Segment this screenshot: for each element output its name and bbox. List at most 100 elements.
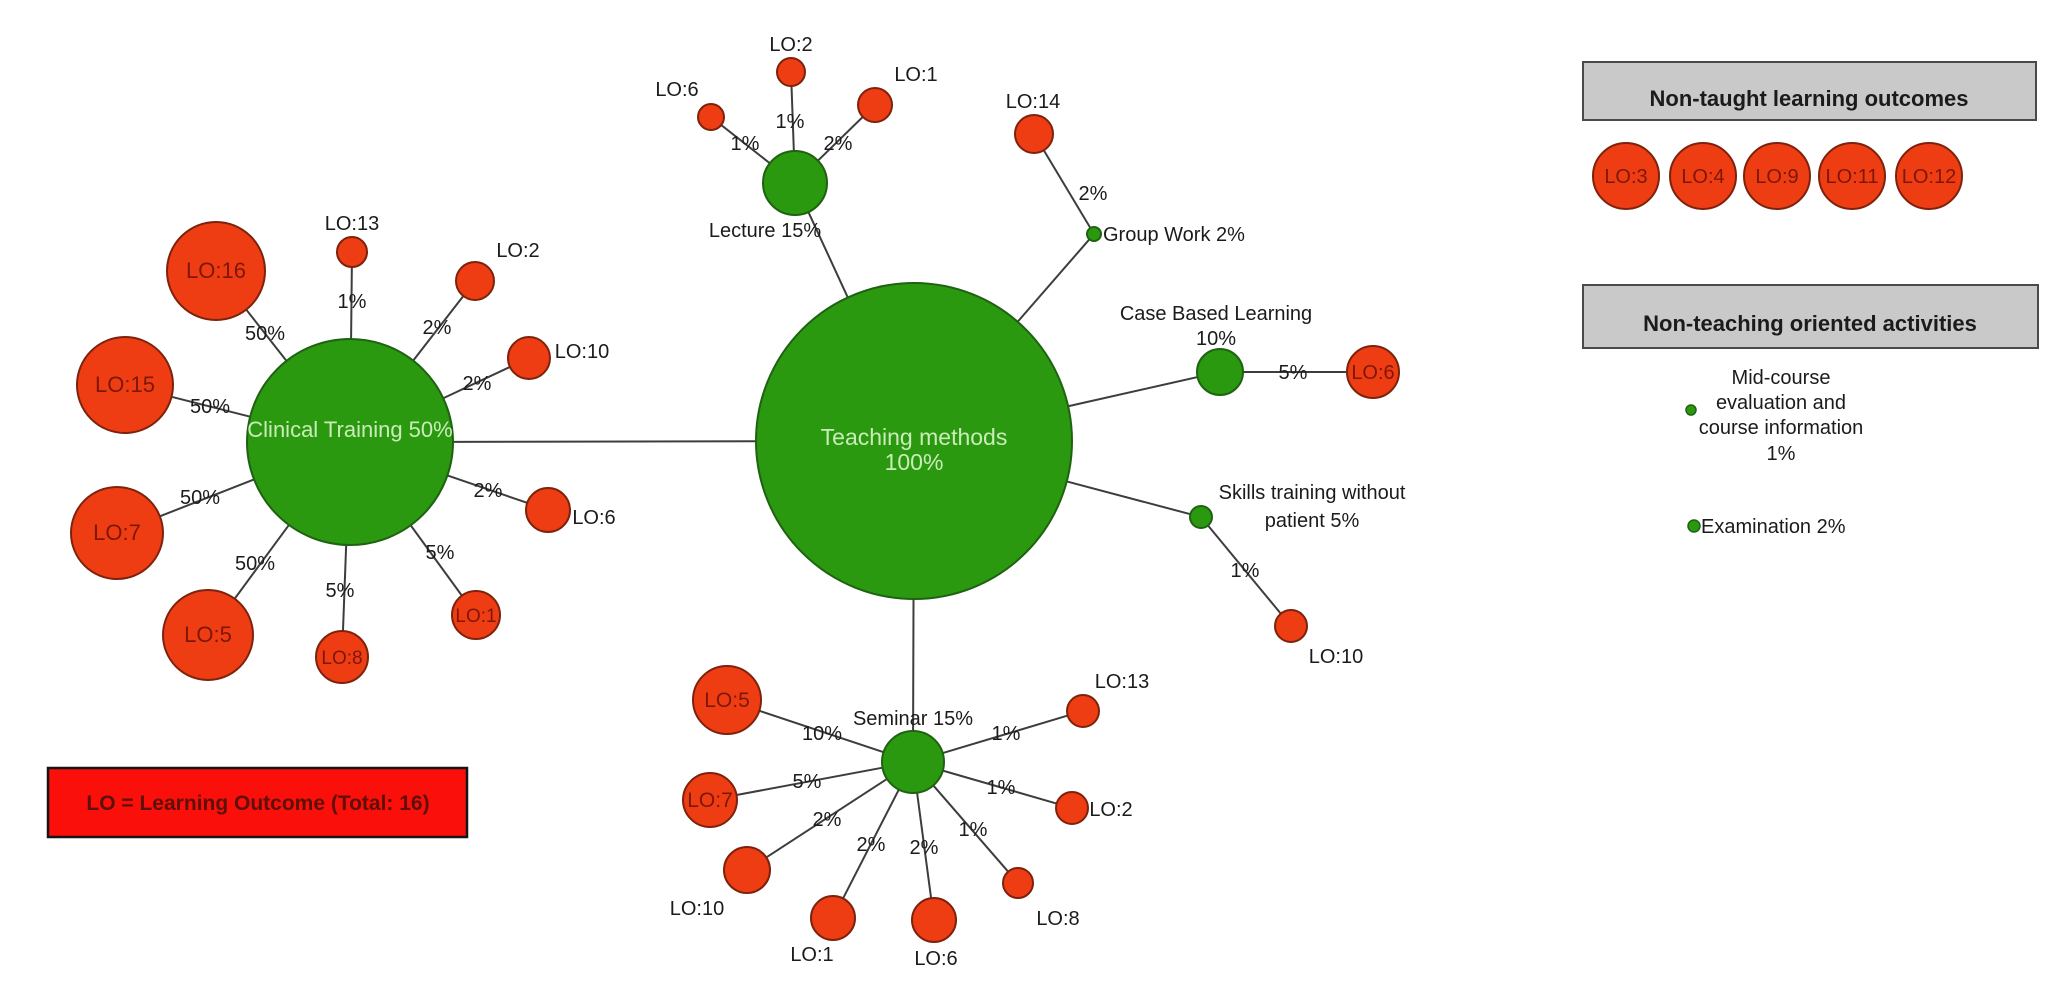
edge-label-seminar-lo13s: 1% [992,723,1021,745]
edge-label-lo14-gw_dot: 2% [1079,183,1108,205]
edge-teaching-lecture [807,211,849,298]
edge-label-seminar-lo10se: 2% [813,809,842,831]
edge-label-clinical-lo1c: 5% [426,542,455,564]
node-label-teaching-line1: Teaching methods [821,424,1008,450]
hub-circle-skills_dot [1189,505,1213,529]
edge-clinical-lo15 [171,395,251,418]
node-label-lo13c: LO:13 [325,213,379,235]
lo-circle-lo1c [451,590,501,640]
lo-circle-lo11 [1818,142,1886,210]
edge-clinical-lo8c [341,544,348,632]
node-label-seminar: Seminar 15% [853,708,973,730]
edge-lecture-lo6l [720,124,771,165]
annotation-text-midcourse-line2: evaluation and [1716,392,1846,414]
node-label-lo6l: LO:6 [655,79,698,101]
edge-teaching-gw_dot [1016,238,1091,323]
annotation-dot-midcourse [1685,404,1697,416]
node-label-clinical: Clinical Training 50% [247,417,452,442]
hub-circle-seminar [881,730,945,794]
node-label-lo1c: LO:1 [455,606,496,627]
lo-circle-lo3 [1592,142,1660,210]
panel-title-non-taught: Non-taught learning outcomes [1650,86,1969,111]
lo-circle-lo6cb [1346,345,1400,399]
node-label-cbl-line2: 10% [1196,328,1236,350]
edge-label-lecture-lo2l: 1% [776,111,805,133]
lo-circle-lo13s [1066,694,1100,728]
edge-clinical-teaching [452,440,757,443]
edge-teaching-skills_dot [1066,480,1191,516]
edge-lecture-lo1l [817,116,864,162]
node-label-lo10s: LO:10 [1309,646,1363,668]
edge-label-clinical-lo5c: 50% [235,553,275,575]
edge-clinical-lo16 [245,308,288,362]
edge-label-skills_dot-lo10s: 1% [1231,560,1260,582]
lo-circle-lo2l [776,57,806,87]
node-label-skills_dot-line2: patient 5% [1265,510,1360,532]
node-label-lo2s: LO:2 [1089,799,1132,821]
edge-seminar-lo6s [916,792,933,899]
lo-circle-lo5s [692,665,762,735]
hub-circle-lecture [762,150,828,216]
node-label-lo5s: LO:5 [704,689,750,712]
annotation-text-midcourse-line4: 1% [1767,443,1796,465]
edge-seminar-lo5s [758,709,884,754]
lo-circle-lo10s [1274,609,1308,643]
hub-circle-clinical [246,338,454,546]
node-label-lo12: LO:12 [1902,166,1956,188]
hub-circle-cbl [1196,348,1244,396]
panel-box-non-taught [1582,61,2037,121]
hub-circle-gw_dot [1086,226,1102,242]
edge-label-clinical-lo15: 50% [190,396,230,418]
edge-teaching-cbl [1067,376,1198,408]
edge-label-clinical-lo6c: 2% [474,480,503,502]
edge-label-seminar-lo8s: 1% [959,819,988,841]
edge-seminar-lo10se [765,778,888,859]
node-label-lo10se: LO:10 [670,898,724,920]
edge-clinical-lo2c [412,295,465,362]
edge-label-clinical-lo8c: 5% [326,580,355,602]
node-label-lo7c: LO:7 [93,520,141,545]
lo-circle-lo8s [1002,867,1034,899]
edge-label-seminar-lo7s: 5% [793,771,822,793]
node-label-lo6c: LO:6 [572,507,615,529]
node-label-lo14: LO:14 [1006,91,1060,113]
edge-label-seminar-lo5s: 10% [802,723,842,745]
node-label-lo7s: LO:7 [687,789,733,812]
edge-label-cbl-lo6cb: 5% [1279,362,1308,384]
lo-circle-lo10c [507,336,551,380]
edge-seminar-lo8s [932,784,1009,873]
annotation-text-midcourse-line1: Mid-course [1732,367,1831,389]
lo-circle-lo9 [1743,142,1811,210]
node-label-lo3: LO:3 [1604,166,1647,188]
lo-circle-lo4 [1669,142,1737,210]
edge-label-seminar-lo2s: 1% [987,777,1016,799]
edge-label-clinical-lo16: 50% [245,323,285,345]
edge-clinical-lo1c [409,524,463,597]
note-box-text: LO = Learning Outcome (Total: 16) [86,792,429,815]
hub-circle-teaching [755,282,1073,600]
node-label-lo2c: LO:2 [496,240,539,262]
edge-clinical-lo5c [233,524,290,600]
edge-label-lecture-lo6l: 1% [731,133,760,155]
node-label-lo9: LO:9 [1755,166,1798,188]
lo-circle-lo5c [162,589,254,681]
lo-circle-lo6l [697,103,725,131]
node-label-lo15: LO:15 [95,372,155,397]
annotation-text-midcourse-line3: course information [1699,417,1864,439]
edge-seminar-lo1s [842,789,900,899]
edge-label-seminar-lo1s: 2% [857,834,886,856]
annotation-dot-examination [1687,519,1701,533]
edge-clinical-lo7c [159,478,255,518]
lo-circle-lo7c [70,486,164,580]
lo-circle-lo13c [336,236,368,268]
panel-box-non-teaching [1582,284,2039,349]
lo-circle-lo1l [857,87,893,123]
edge-label-lecture-lo1l: 2% [824,133,853,155]
node-label-lo4: LO:4 [1681,166,1724,188]
node-label-lo6s: LO:6 [914,948,957,970]
lo-circle-lo7s [682,772,738,828]
node-label-lo11: LO:11 [1826,166,1879,188]
node-label-lo13s: LO:13 [1095,671,1149,693]
